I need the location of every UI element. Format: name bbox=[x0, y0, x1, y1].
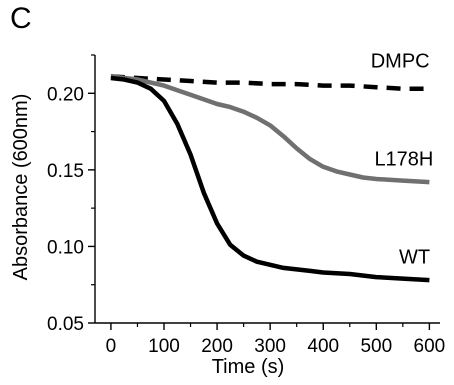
ticks bbox=[88, 54, 431, 330]
axes bbox=[94, 55, 440, 324]
x-tick-label: 600 bbox=[414, 336, 446, 357]
series-line-l178h bbox=[110, 74, 430, 185]
panel-label: C bbox=[10, 2, 32, 35]
y-tick-label: 0.15 bbox=[47, 161, 84, 182]
x-tick-label: 400 bbox=[307, 336, 339, 357]
x-tick-label: 0 bbox=[106, 336, 117, 357]
x-axis-title: Time (s) bbox=[212, 356, 285, 378]
series-label-l178h: L178H bbox=[374, 148, 433, 170]
series-label-dmpc: DMPC bbox=[371, 50, 430, 72]
series bbox=[110, 74, 430, 283]
series-labels: DMPC L178H WT bbox=[371, 50, 434, 268]
y-axis-title: Absorbance (600nm) bbox=[10, 94, 32, 281]
x-tick-label: 300 bbox=[254, 336, 286, 357]
y-tick-label: 0.10 bbox=[47, 237, 84, 258]
series-label-wt: WT bbox=[399, 246, 430, 268]
x-tick-label: 200 bbox=[201, 336, 233, 357]
x-tick-label: 100 bbox=[148, 336, 180, 357]
series-line-dmpc bbox=[110, 74, 430, 91]
tick-labels: 0 100 200 300 400 500 600 0.05 0.10 0.15 0.20 bbox=[47, 84, 445, 357]
y-tick-label: 0.20 bbox=[47, 84, 84, 105]
x-tick-label: 500 bbox=[360, 336, 392, 357]
series-line-wt bbox=[110, 75, 430, 283]
y-tick-label: 0.05 bbox=[47, 314, 84, 335]
